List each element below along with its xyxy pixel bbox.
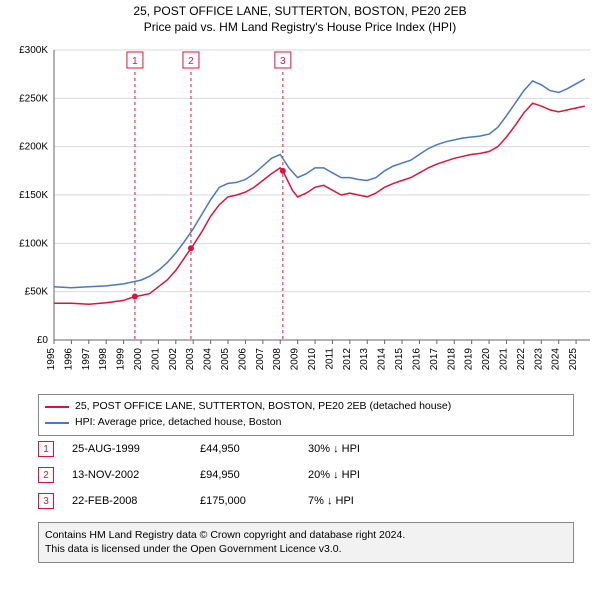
svg-text:£50K: £50K: [25, 287, 49, 298]
svg-text:2015: 2015: [394, 348, 405, 371]
sale-price: £44,950: [200, 443, 290, 455]
credit-line: This data is licensed under the Open Gov…: [45, 543, 567, 557]
sale-date: 25-AUG-1999: [72, 443, 182, 455]
chart-svg: £0 £50K £100K £150K £200K £250K £300K 1995 1996 1…: [8, 44, 592, 384]
svg-text:2003: 2003: [185, 348, 196, 371]
svg-text:2011: 2011: [324, 348, 335, 370]
sale-events: 1 25-AUG-1999 £44,950 30% ↓ HPI 2 13-NOV…: [38, 436, 574, 514]
sale-event-row: 1 25-AUG-1999 £44,950 30% ↓ HPI: [38, 436, 574, 462]
svg-text:1: 1: [132, 56, 138, 67]
sale-badge: 3: [38, 493, 54, 509]
sale-hpi-delta: 7% ↓ HPI: [308, 495, 354, 507]
svg-text:2007: 2007: [255, 348, 266, 371]
chart-title-line2: Price paid vs. HM Land Registry's House …: [0, 20, 600, 36]
legend-row: HPI: Average price, detached house, Bost…: [45, 415, 567, 431]
svg-text:1998: 1998: [98, 348, 109, 371]
chart-title-block: 25, POST OFFICE LANE, SUTTERTON, BOSTON,…: [0, 0, 600, 35]
svg-text:2018: 2018: [446, 348, 457, 371]
svg-text:2009: 2009: [290, 348, 301, 371]
svg-text:£0: £0: [37, 335, 49, 346]
price-chart: £0 £50K £100K £150K £200K £250K £300K 1995 1996 1…: [8, 44, 592, 384]
chart-title-line1: 25, POST OFFICE LANE, SUTTERTON, BOSTON,…: [0, 4, 600, 20]
svg-text:2008: 2008: [272, 348, 283, 371]
svg-text:2022: 2022: [516, 348, 527, 371]
svg-text:2: 2: [188, 56, 194, 67]
svg-text:2025: 2025: [568, 348, 579, 371]
svg-text:2001: 2001: [150, 348, 161, 371]
svg-text:2024: 2024: [551, 348, 562, 371]
sale-badge: 2: [38, 467, 54, 483]
svg-text:2014: 2014: [377, 348, 388, 371]
svg-text:£100K: £100K: [19, 238, 48, 249]
svg-text:1995: 1995: [46, 348, 57, 371]
legend-label: 25, POST OFFICE LANE, SUTTERTON, BOSTON,…: [75, 399, 451, 415]
data-credit: Contains HM Land Registry data © Crown c…: [38, 522, 574, 563]
sale-event-row: 2 13-NOV-2002 £94,950 20% ↓ HPI: [38, 462, 574, 488]
legend-label: HPI: Average price, detached house, Bost…: [75, 415, 281, 431]
svg-text:£150K: £150K: [19, 190, 48, 201]
sale-event-row: 3 22-FEB-2008 £175,000 7% ↓ HPI: [38, 488, 574, 514]
svg-text:2002: 2002: [168, 348, 179, 371]
svg-text:2020: 2020: [481, 348, 492, 371]
svg-text:2004: 2004: [203, 348, 214, 371]
legend-row: 25, POST OFFICE LANE, SUTTERTON, BOSTON,…: [45, 399, 567, 415]
svg-text:2019: 2019: [464, 348, 475, 371]
svg-text:£250K: £250K: [19, 93, 48, 104]
sale-price: £175,000: [200, 495, 290, 507]
svg-text:2000: 2000: [133, 348, 144, 371]
svg-text:1999: 1999: [116, 348, 127, 371]
sale-hpi-delta: 20% ↓ HPI: [308, 469, 360, 481]
svg-text:2016: 2016: [411, 348, 422, 371]
svg-text:2010: 2010: [307, 348, 318, 371]
svg-text:1997: 1997: [81, 348, 92, 371]
legend-swatch-hpi: [45, 422, 69, 424]
legend: 25, POST OFFICE LANE, SUTTERTON, BOSTON,…: [38, 394, 574, 436]
svg-text:£300K: £300K: [19, 45, 48, 56]
sale-date: 22-FEB-2008: [72, 495, 182, 507]
svg-text:2013: 2013: [359, 348, 370, 371]
svg-text:2021: 2021: [498, 348, 509, 371]
sale-date: 13-NOV-2002: [72, 469, 182, 481]
svg-text:2012: 2012: [342, 348, 353, 371]
sale-hpi-delta: 30% ↓ HPI: [308, 443, 360, 455]
svg-text:2006: 2006: [237, 348, 248, 371]
sale-badge: 1: [38, 441, 54, 457]
legend-swatch-property: [45, 406, 69, 408]
svg-text:3: 3: [280, 56, 286, 67]
svg-text:£200K: £200K: [19, 142, 48, 153]
sale-price: £94,950: [200, 469, 290, 481]
svg-text:2005: 2005: [220, 348, 231, 371]
svg-text:2023: 2023: [533, 348, 544, 371]
credit-line: Contains HM Land Registry data © Crown c…: [45, 529, 567, 543]
svg-text:2017: 2017: [429, 348, 440, 371]
svg-text:1996: 1996: [63, 348, 74, 371]
